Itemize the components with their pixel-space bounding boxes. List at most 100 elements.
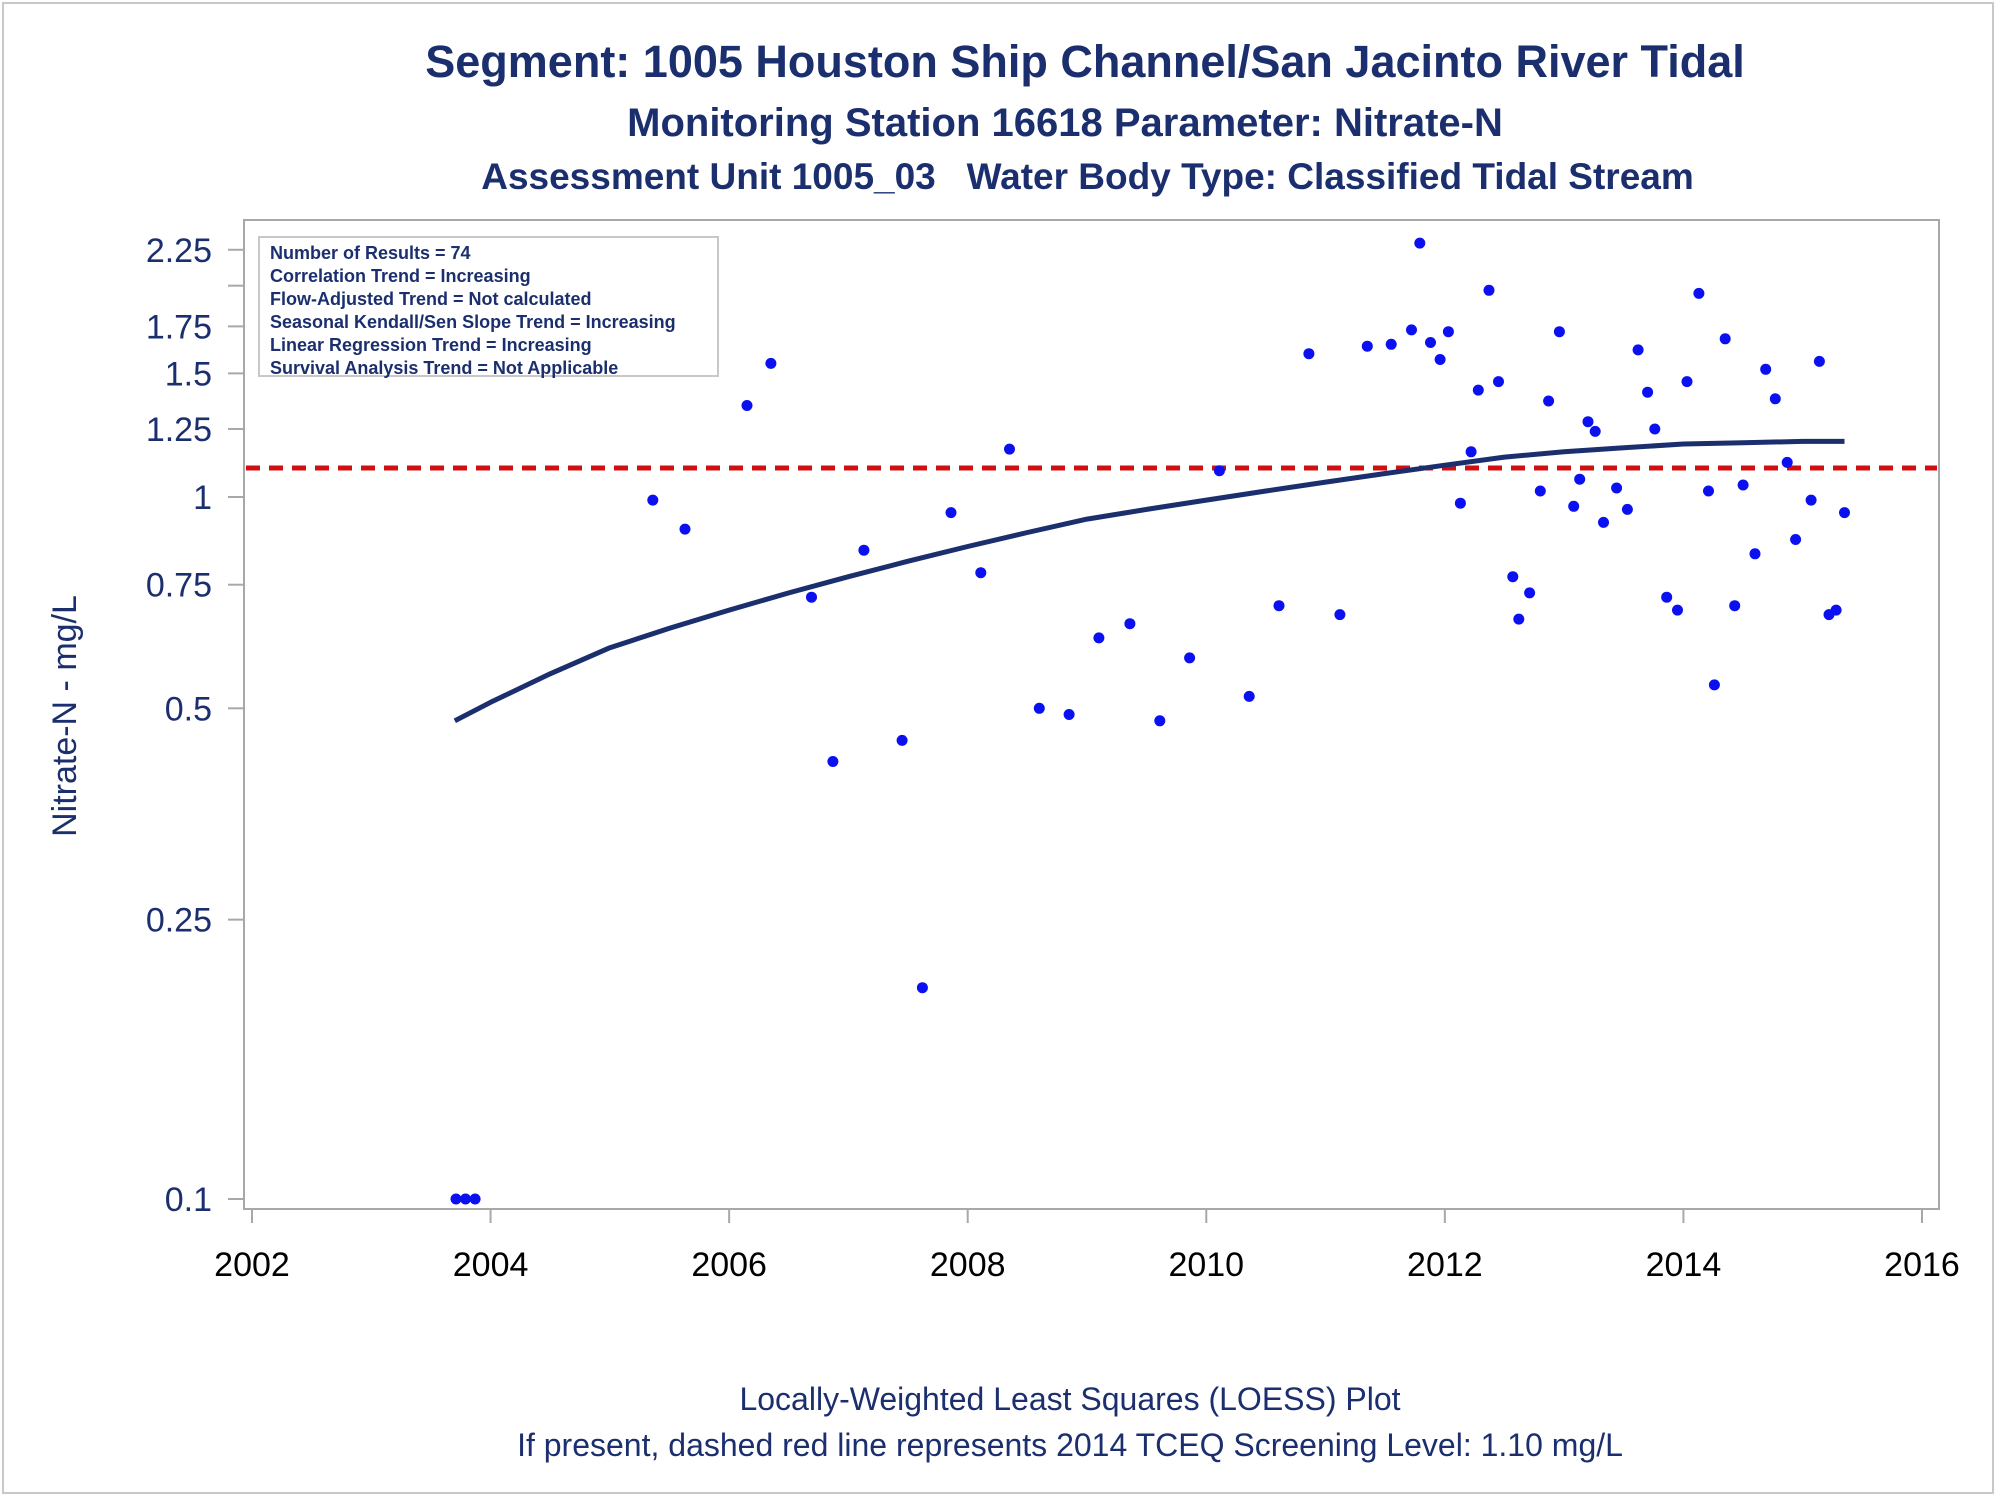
data-point (975, 567, 987, 579)
data-point (858, 544, 870, 556)
loess-curve (453, 438, 1845, 724)
x-tick-label: 2014 (1646, 1246, 1722, 1284)
y-tick-label: 2.25 (146, 232, 212, 270)
data-point (450, 1193, 462, 1205)
data-point (1574, 473, 1586, 485)
x-tick-label: 2002 (214, 1246, 290, 1284)
data-point (1621, 503, 1633, 515)
x-tick-label: 2012 (1407, 1246, 1483, 1284)
data-point (1543, 395, 1555, 407)
data-point (1672, 604, 1683, 616)
y-tick-label: 1.75 (146, 308, 212, 346)
x-tick-label: 2008 (930, 1246, 1006, 1284)
data-point (945, 507, 957, 519)
data-point (1830, 604, 1842, 616)
data-point (1524, 587, 1536, 599)
stats-line: Flow-Adjusted Trend = Not calculated (270, 289, 592, 309)
data-point (1273, 600, 1285, 612)
data-point (679, 523, 691, 535)
data-point (765, 357, 777, 369)
data-point (1534, 485, 1546, 497)
data-point (1805, 494, 1817, 506)
chart-subtitle: Monitoring Station 16618 Parameter: Nitr… (627, 101, 1503, 145)
plot-area (243, 219, 1940, 1210)
data-point (1568, 500, 1580, 512)
data-point (1184, 652, 1196, 664)
data-point (1642, 386, 1654, 398)
data-point (1493, 376, 1504, 388)
chart-title: Segment: 1005 Houston Ship Channel/San J… (425, 36, 1745, 87)
data-point (1454, 497, 1466, 509)
data-point (1334, 609, 1346, 621)
data-point (1708, 679, 1720, 691)
data-point (460, 1193, 471, 1205)
y-axis: 0.1 0.25 0.5 0.75 1 1.25 1.5 1.75 2.25 (146, 232, 244, 1219)
data-point (1693, 287, 1705, 299)
stats-line: Correlation Trend = Increasing (270, 266, 531, 286)
data-point (1737, 479, 1749, 491)
data-point (469, 1193, 481, 1205)
x-tick-label: 2016 (1884, 1246, 1960, 1284)
data-point (1213, 465, 1225, 477)
data-point (1769, 393, 1781, 405)
data-point (1749, 548, 1761, 560)
data-point (1033, 702, 1045, 714)
data-point (896, 734, 908, 746)
data-point (1703, 485, 1714, 497)
data-point (1553, 326, 1565, 338)
data-point (1681, 376, 1693, 388)
data-point (1661, 591, 1673, 603)
data-point (1414, 237, 1426, 249)
data-point (1507, 571, 1519, 583)
data-point (1004, 443, 1015, 455)
data-point (1582, 416, 1594, 428)
y-axis-label: Nitrate-N - mg/L (46, 595, 84, 837)
stats-line: Survival Analysis Trend = Not Applicable (270, 358, 619, 378)
footnote-screening: If present, dashed red line represents 2… (517, 1427, 1623, 1463)
data-point (1406, 324, 1417, 336)
x-tick-label: 2006 (691, 1246, 767, 1284)
data-point (916, 982, 928, 994)
data-point (741, 400, 753, 411)
data-point (647, 494, 659, 506)
data-point (1760, 363, 1772, 375)
y-tick-label: 1.5 (165, 355, 212, 393)
y-tick-label: 0.75 (146, 567, 212, 605)
data-point (1839, 507, 1850, 519)
data-point (1063, 709, 1075, 720)
data-point (827, 756, 839, 767)
x-tick-label: 2010 (1168, 1246, 1244, 1284)
data-point (1243, 690, 1255, 702)
data-point (1632, 344, 1644, 356)
data-point (1465, 446, 1477, 458)
data-point (1442, 326, 1454, 338)
y-tick-label: 1.25 (146, 411, 212, 449)
data-point (1589, 425, 1601, 437)
data-point (1124, 618, 1136, 630)
y-tick-label: 0.25 (146, 902, 212, 940)
y-tick-label: 1 (193, 479, 212, 517)
x-axis: 2002 2004 2006 2008 2010 2012 2014 2016 (214, 1209, 1960, 1284)
x-tick-label: 2004 (453, 1246, 529, 1284)
data-points-layer (450, 237, 1850, 1205)
data-point (1434, 354, 1446, 365)
data-point (1472, 384, 1484, 396)
data-point (1719, 333, 1731, 345)
chart-subtitle-2: Assessment Unit 1005_03 Water Body Type:… (481, 156, 1694, 197)
data-point (1093, 632, 1105, 644)
data-point (1790, 534, 1802, 545)
data-point (1303, 348, 1315, 360)
footnote-loess: Locally-Weighted Least Squares (LOESS) P… (739, 1381, 1401, 1417)
data-point (1483, 284, 1495, 296)
stats-line: Number of Results = 74 (270, 243, 471, 263)
data-point (1425, 337, 1436, 348)
stats-line: Linear Regression Trend = Increasing (270, 335, 592, 355)
loess-layer (453, 438, 1845, 724)
data-point (1361, 340, 1373, 352)
stats-line: Seasonal Kendall/Sen Slope Trend = Incre… (270, 312, 676, 332)
stats-box: Number of Results = 74 Correlation Trend… (258, 236, 719, 378)
data-point (1649, 423, 1661, 435)
data-point (1611, 482, 1623, 494)
